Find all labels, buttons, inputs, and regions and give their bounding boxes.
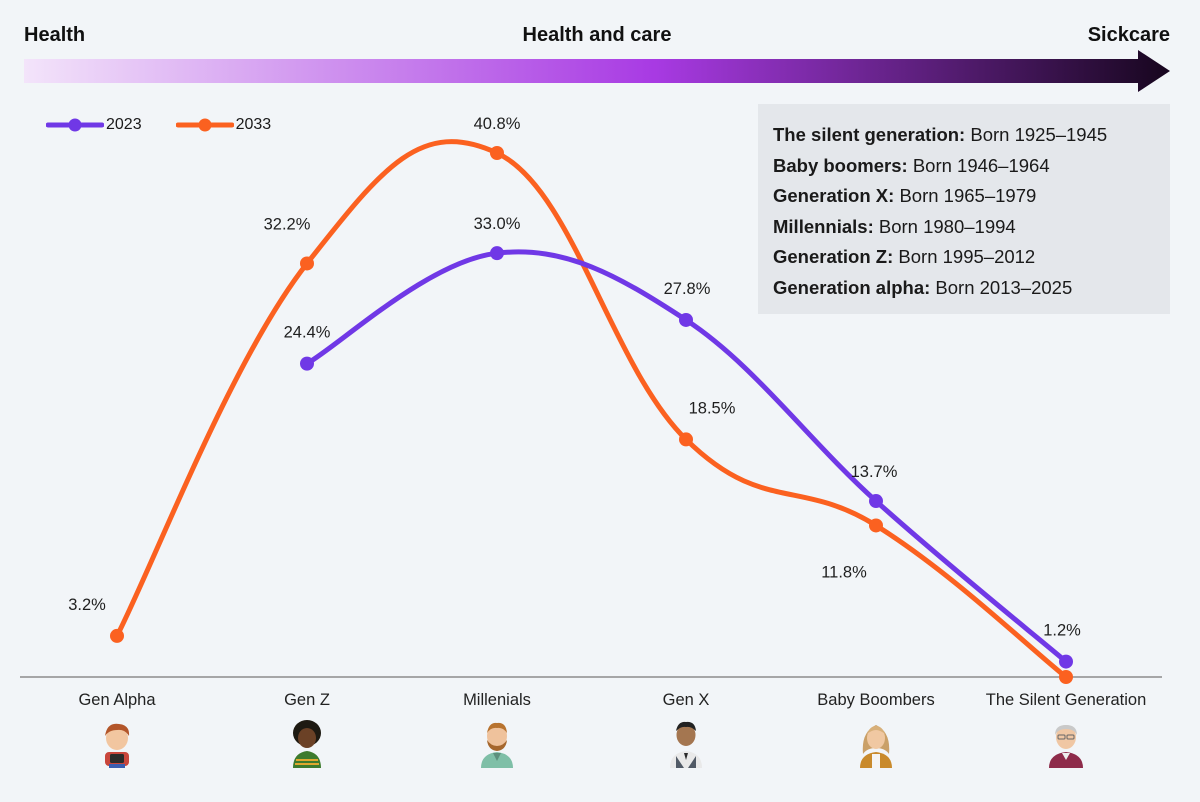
legend-swatch-2023 [46,118,104,132]
data-point-2023-gen-z [300,356,314,371]
data-point-2023-gen-x [679,312,693,327]
data-label-2023-millenials: 33.0% [474,215,521,233]
generation-row-boomers: Baby boomers: Born 1946–1964 [773,154,1050,176]
child-avatar [105,723,130,768]
data-point-2033-baby-boombers [869,518,883,533]
data-label-2023-gen-x: 27.8% [664,280,711,298]
woman-blonde-avatar [860,725,892,768]
young-woman-avatar [293,720,321,768]
category-label-gen-x: Gen X [662,691,710,709]
generation-row-genx: Generation X: Born 1965–1979 [773,185,1037,207]
category-label-the-silent-generation: The Silent Generation [985,691,1147,709]
data-label-2033-gen-x: 18.5% [689,399,736,417]
data-point-2023-the-silent-generation [1059,654,1073,669]
spectrum-label-health-and-care: Health and care [522,24,672,46]
legend-label-2023: 2023 [106,116,142,133]
data-point-2033-gen-z [300,256,314,271]
data-point-2023-millenials [490,246,504,261]
data-label-2023-baby-boombers: 13.7% [851,463,898,481]
data-point-2033-gen-alpha [110,628,124,643]
spectrum-label-health: Health [24,24,86,46]
data-label-2033-millenials: 40.8% [474,115,521,133]
spectrum-label-sickcare: Sickcare [1087,24,1170,46]
generation-row-alpha: Generation alpha: Born 2013–2025 [773,276,1073,298]
data-point-2023-baby-boombers [869,494,883,509]
legend-item-2023: 2023 [46,116,142,134]
legend-label-2033: 2033 [235,116,272,133]
data-point-2033-the-silent-generation [1059,670,1073,684]
series-line-2033 [114,139,1069,680]
generation-definitions-box: The silent generation: Born 1925–1945 Ba… [758,104,1170,314]
category-label-millenials: Millenials [463,691,531,709]
data-label-2023-gen-z: 24.4% [284,324,331,342]
man-vest-avatar [670,721,702,768]
spectrum-arrow [24,50,1170,92]
legend-item-2033: 2033 [175,116,272,134]
category-label-gen-alpha: Gen Alpha [78,691,156,709]
data-label-2033-gen-z: 32.2% [264,215,311,233]
generation-row-millennials: Millennials: Born 1980–1994 [773,215,1016,237]
bearded-man-avatar [481,722,513,768]
elderly-man-avatar [1049,725,1083,768]
generation-row-genz: Generation Z: Born 1995–2012 [773,246,1036,268]
legend-swatch-2033 [175,118,234,132]
data-label-2033-gen-alpha: 3.2% [68,596,106,614]
data-label-2023-the-silent-generation: 1.2% [1043,622,1081,640]
data-point-2033-gen-x [679,432,693,447]
legend: 2023 2033 [46,116,271,134]
category-label-gen-z: Gen Z [284,691,330,709]
generation-row-silent: The silent generation: Born 1925–1945 [773,124,1108,145]
category-label-baby-boombers: Baby Boombers [817,691,935,709]
data-label-2033-baby-boombers: 11.8% [821,563,867,581]
data-point-2033-millenials [490,146,504,160]
